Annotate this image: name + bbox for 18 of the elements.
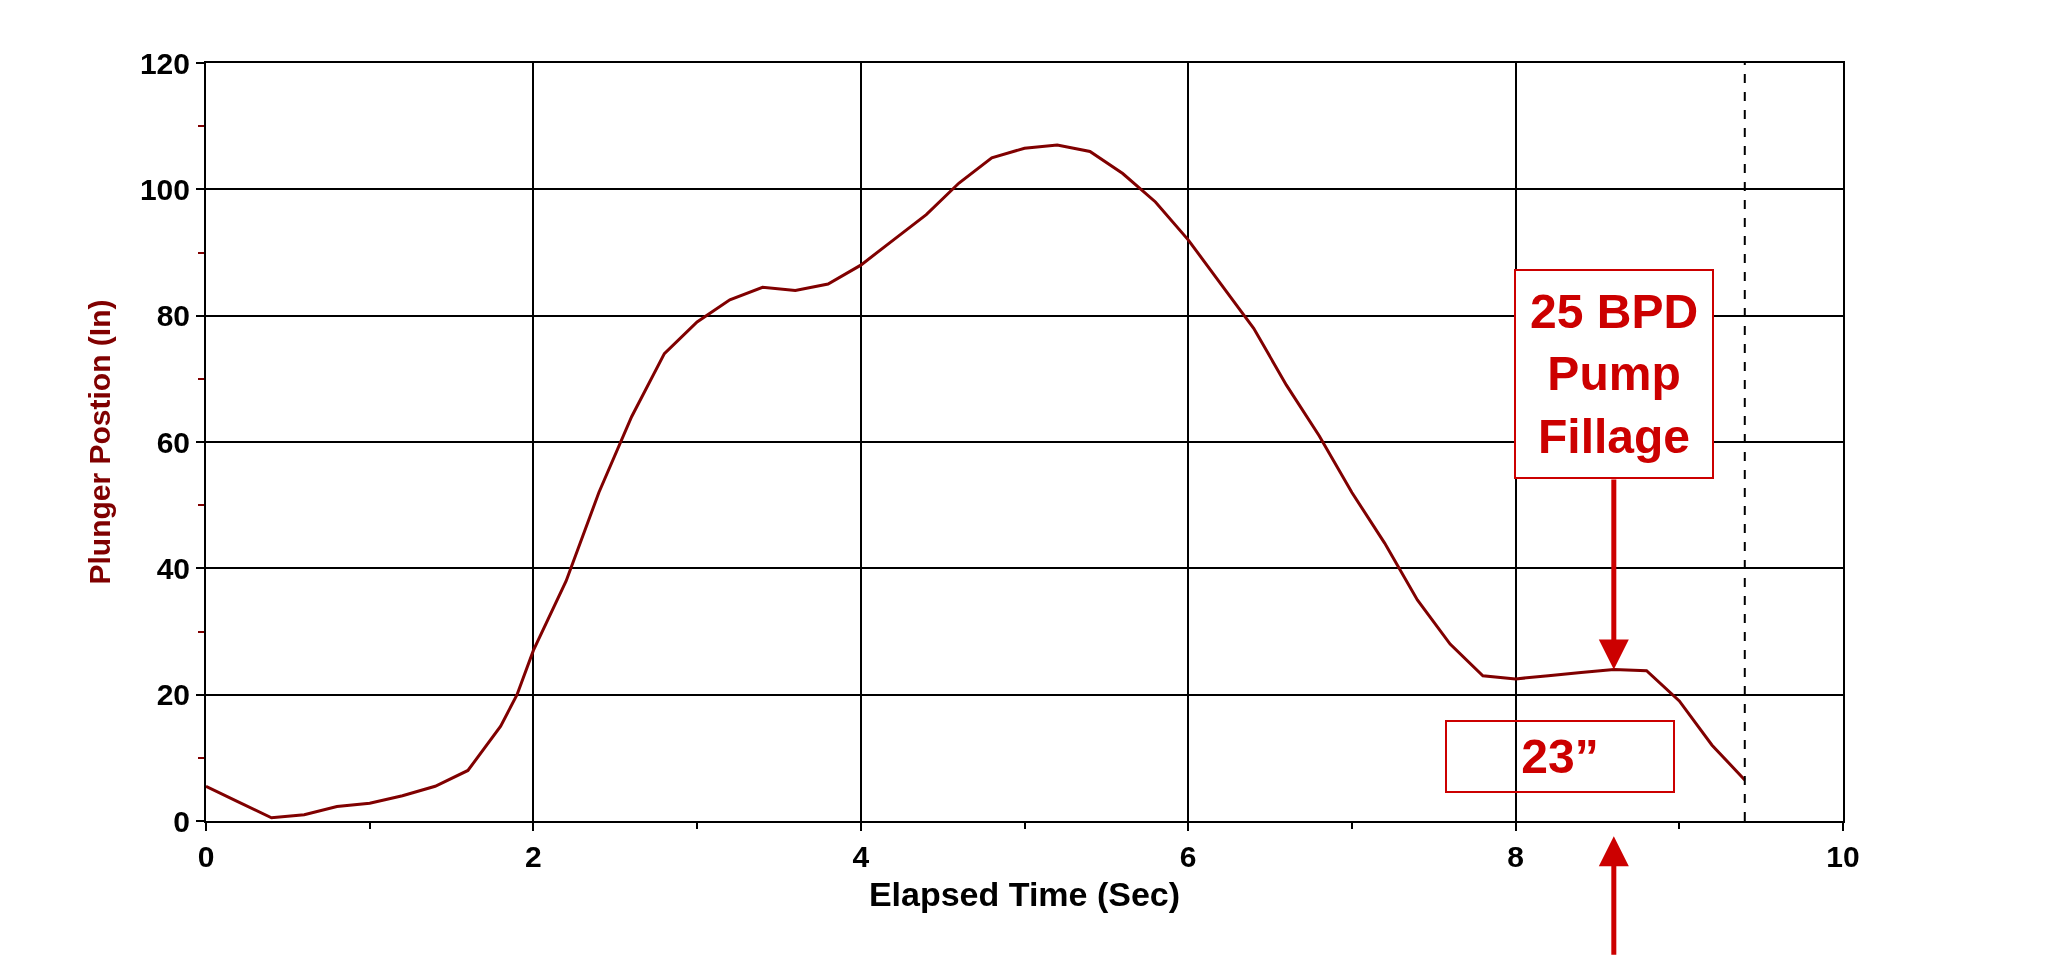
y-tick-label: 20 — [156, 678, 190, 712]
x-tick-label: 10 — [1826, 840, 1860, 873]
y-tick-label: 60 — [156, 425, 190, 459]
y-tick-label: 120 — [139, 46, 190, 80]
x-axis-title: Elapsed Time (Sec) — [868, 874, 1181, 913]
x-tick-label: 0 — [197, 840, 215, 873]
y-tick-label: 40 — [156, 551, 190, 585]
line-series — [206, 143, 1747, 820]
y-tick-label: 80 — [156, 299, 190, 333]
x-tick-label: 2 — [525, 840, 542, 873]
annotation: 25 BPD Pump Fillage — [1530, 285, 1699, 463]
annotation: 23” — [1521, 730, 1599, 783]
y-tick-label: 0 — [173, 804, 190, 838]
x-tick-label: 4 — [852, 840, 870, 873]
y-tick-label: 100 — [139, 172, 190, 206]
x-tick-label: 6 — [1179, 840, 1197, 873]
x-tick-label: 8 — [1507, 840, 1524, 873]
y-axis-title: Plunger Postion (In) — [83, 299, 117, 585]
